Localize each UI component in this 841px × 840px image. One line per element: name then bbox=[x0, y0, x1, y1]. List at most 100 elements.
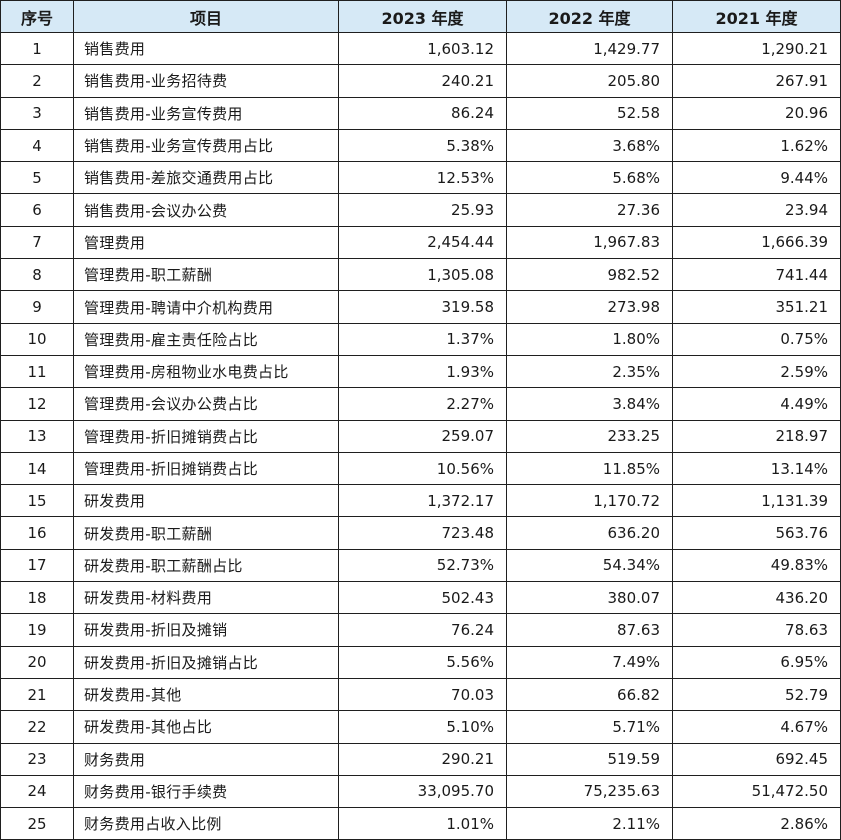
cell-item: 研发费用-其他 bbox=[73, 677, 339, 712]
cell-2021: 6.95% bbox=[672, 645, 841, 679]
cell-item: 管理费用-雇主责任险占比 bbox=[73, 322, 339, 356]
cell-2021: 563.76 bbox=[672, 516, 841, 550]
cell-2021: 4.67% bbox=[672, 710, 841, 744]
cell-index: 6 bbox=[0, 193, 74, 227]
table-row: 25 财务费用占收入比例 1.01% 2.11% 2.86% bbox=[0, 807, 841, 840]
cell-2021: 267.91 bbox=[672, 64, 841, 98]
cell-2021: 436.20 bbox=[672, 581, 841, 615]
table-body: 1 销售费用 1,603.12 1,429.77 1,290.21 2 销售费用-业务招待费… bbox=[0, 31, 841, 840]
table-row: 14 管理费用-折旧摊销费占比 10.56% 11.85% 13.14% bbox=[0, 451, 841, 486]
table-row: 16 研发费用-职工薪酬 723.48 636.20 563.76 bbox=[0, 516, 841, 550]
cell-item: 销售费用-业务宣传费用 bbox=[73, 96, 339, 130]
cell-item: 研发费用-职工薪酬 bbox=[73, 516, 339, 550]
cell-2021: 1,131.39 bbox=[672, 484, 841, 518]
cell-2022: 205.80 bbox=[506, 64, 673, 98]
table-row: 21 研发费用-其他 70.03 66.82 52.79 bbox=[0, 677, 841, 712]
cell-item: 管理费用-会议办公费占比 bbox=[73, 387, 339, 421]
table-row: 1 销售费用 1,603.12 1,429.77 1,290.21 bbox=[0, 31, 841, 66]
cell-index: 18 bbox=[0, 581, 74, 615]
cell-2023: 70.03 bbox=[338, 677, 507, 712]
cell-2022: 233.25 bbox=[506, 419, 673, 453]
cell-item: 财务费用占收入比例 bbox=[73, 807, 339, 840]
cell-item: 研发费用 bbox=[73, 484, 339, 518]
cell-2023: 1,305.08 bbox=[338, 258, 507, 292]
cell-2022: 5.68% bbox=[506, 161, 673, 195]
cell-item: 管理费用-房租物业水电费占比 bbox=[73, 354, 339, 389]
cell-2023: 1.01% bbox=[338, 807, 507, 840]
cell-2022: 11.85% bbox=[506, 451, 673, 486]
cell-2021: 49.83% bbox=[672, 548, 841, 583]
cell-index: 7 bbox=[0, 225, 74, 260]
cell-2022: 3.68% bbox=[506, 128, 673, 163]
cell-2022: 52.58 bbox=[506, 96, 673, 130]
cell-2021: 351.21 bbox=[672, 290, 841, 324]
cell-2023: 2.27% bbox=[338, 387, 507, 421]
cell-item: 研发费用-其他占比 bbox=[73, 710, 339, 744]
cell-2022: 66.82 bbox=[506, 677, 673, 712]
table-row: 9 管理费用-聘请中介机构费用 319.58 273.98 351.21 bbox=[0, 290, 841, 324]
cell-2023: 5.56% bbox=[338, 645, 507, 679]
cell-2022: 87.63 bbox=[506, 613, 673, 647]
table-row: 10 管理费用-雇主责任险占比 1.37% 1.80% 0.75% bbox=[0, 322, 841, 356]
cell-2021: 218.97 bbox=[672, 419, 841, 453]
cell-2023: 1.93% bbox=[338, 354, 507, 389]
cell-item: 销售费用-会议办公费 bbox=[73, 193, 339, 227]
table-row: 4 销售费用-业务宣传费用占比 5.38% 3.68% 1.62% bbox=[0, 128, 841, 163]
cell-2022: 1,967.83 bbox=[506, 225, 673, 260]
table-row: 19 研发费用-折旧及摊销 76.24 87.63 78.63 bbox=[0, 613, 841, 647]
cell-index: 8 bbox=[0, 258, 74, 292]
cell-item: 管理费用-职工薪酬 bbox=[73, 258, 339, 292]
table-row: 5 销售费用-差旅交通费用占比 12.53% 5.68% 9.44% bbox=[0, 161, 841, 195]
cell-2023: 290.21 bbox=[338, 742, 507, 776]
cell-2021: 0.75% bbox=[672, 322, 841, 356]
cell-index: 14 bbox=[0, 451, 74, 486]
cell-2023: 86.24 bbox=[338, 96, 507, 130]
cell-2023: 5.38% bbox=[338, 128, 507, 163]
cell-2023: 10.56% bbox=[338, 451, 507, 486]
cell-index: 2 bbox=[0, 64, 74, 98]
cell-2021: 741.44 bbox=[672, 258, 841, 292]
cell-2022: 1,170.72 bbox=[506, 484, 673, 518]
cell-item: 销售费用-业务招待费 bbox=[73, 64, 339, 98]
cell-2023: 240.21 bbox=[338, 64, 507, 98]
cell-item: 销售费用-差旅交通费用占比 bbox=[73, 161, 339, 195]
cell-index: 4 bbox=[0, 128, 74, 163]
cell-item: 销售费用 bbox=[73, 31, 339, 66]
cell-item: 研发费用-职工薪酬占比 bbox=[73, 548, 339, 583]
cell-2021: 1,290.21 bbox=[672, 31, 841, 66]
cell-2023: 2,454.44 bbox=[338, 225, 507, 260]
cell-2023: 259.07 bbox=[338, 419, 507, 453]
cell-item: 研发费用-折旧及摊销 bbox=[73, 613, 339, 647]
table-row: 6 销售费用-会议办公费 25.93 27.36 23.94 bbox=[0, 193, 841, 227]
cell-2023: 25.93 bbox=[338, 193, 507, 227]
cell-2022: 636.20 bbox=[506, 516, 673, 550]
cell-2023: 1,372.17 bbox=[338, 484, 507, 518]
cell-index: 13 bbox=[0, 419, 74, 453]
table-row: 17 研发费用-职工薪酬占比 52.73% 54.34% 49.83% bbox=[0, 548, 841, 583]
cell-2022: 2.35% bbox=[506, 354, 673, 389]
table-row: 23 财务费用 290.21 519.59 692.45 bbox=[0, 742, 841, 776]
cell-2021: 20.96 bbox=[672, 96, 841, 130]
cell-2022: 2.11% bbox=[506, 807, 673, 840]
cell-2022: 1,429.77 bbox=[506, 31, 673, 66]
cell-2022: 273.98 bbox=[506, 290, 673, 324]
cell-2023: 76.24 bbox=[338, 613, 507, 647]
cell-item: 管理费用-折旧摊销费占比 bbox=[73, 451, 339, 486]
table-row: 13 管理费用-折旧摊销费占比 259.07 233.25 218.97 bbox=[0, 419, 841, 453]
cell-2021: 78.63 bbox=[672, 613, 841, 647]
table-row: 7 管理费用 2,454.44 1,967.83 1,666.39 bbox=[0, 225, 841, 260]
cell-2023: 1.37% bbox=[338, 322, 507, 356]
cell-item: 研发费用-折旧及摊销占比 bbox=[73, 645, 339, 679]
cell-2021: 1,666.39 bbox=[672, 225, 841, 260]
cell-2022: 3.84% bbox=[506, 387, 673, 421]
cell-2022: 5.71% bbox=[506, 710, 673, 744]
cell-index: 9 bbox=[0, 290, 74, 324]
cell-2021: 23.94 bbox=[672, 193, 841, 227]
cell-2022: 380.07 bbox=[506, 581, 673, 615]
cell-2023: 52.73% bbox=[338, 548, 507, 583]
cell-index: 23 bbox=[0, 742, 74, 776]
cell-2023: 319.58 bbox=[338, 290, 507, 324]
table-header: 序号 项目 2023 年度 2022 年度 2021 年度 bbox=[0, 0, 841, 33]
cell-index: 19 bbox=[0, 613, 74, 647]
